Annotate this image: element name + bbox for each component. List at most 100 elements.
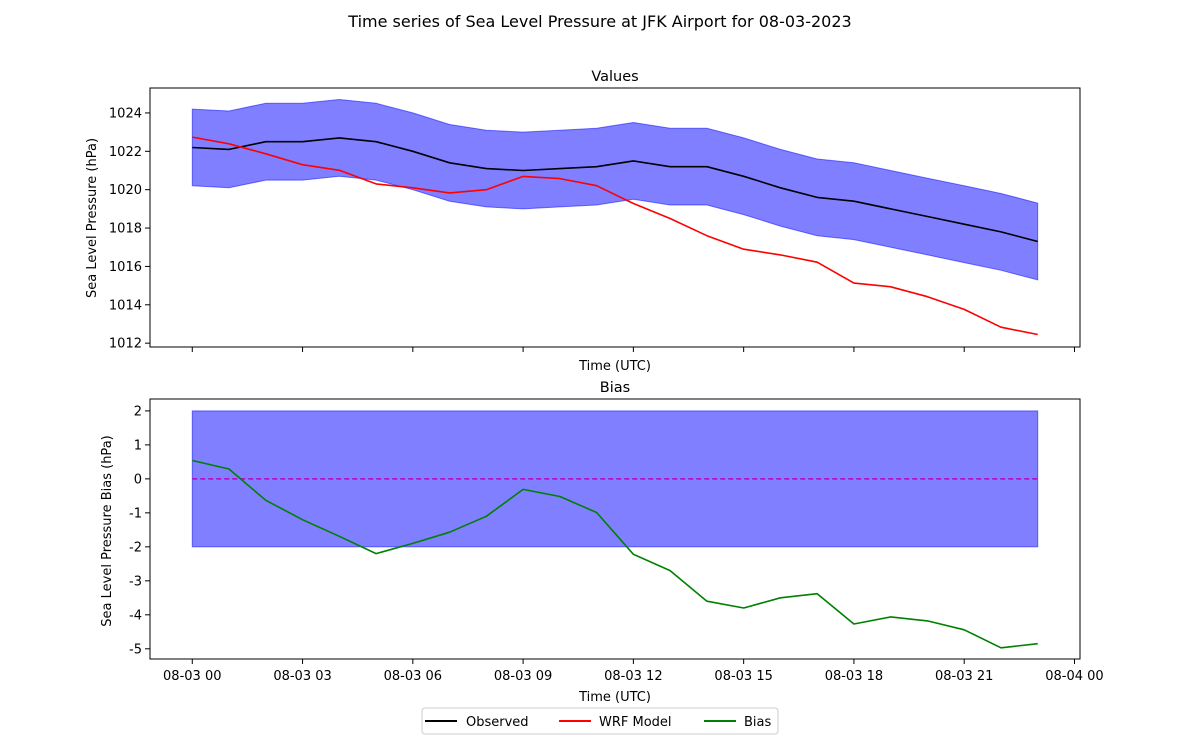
bias-point	[1037, 643, 1039, 645]
wrf-model-point	[890, 286, 892, 288]
wrf-model-point	[706, 235, 708, 237]
y-tick-label: 1020	[109, 183, 142, 198]
figure-suptitle: Time series of Sea Level Pressure at JFK…	[347, 12, 851, 31]
legend-observed-label: Observed	[466, 715, 529, 730]
bias-point	[926, 620, 928, 622]
values-band-layer	[191, 98, 1039, 281]
bias-point	[632, 553, 634, 555]
wrf-model-point	[448, 192, 450, 194]
observed-point	[1000, 231, 1002, 233]
observed-point	[412, 150, 414, 152]
y-tick-label: 1018	[109, 222, 142, 237]
y-tick-label: -5	[129, 642, 142, 657]
x-tick-label: 08-03 06	[384, 669, 442, 684]
y-tick-label: -2	[129, 540, 142, 555]
observed-series-line	[192, 137, 1038, 243]
bias-point	[191, 459, 193, 461]
wrf-model-point	[1000, 326, 1002, 328]
bias-plot-frame	[149, 398, 1081, 660]
x-tick-label: 08-03 21	[935, 669, 993, 684]
legend-wrf-label: WRF Model	[599, 715, 672, 730]
observed-point	[485, 167, 487, 169]
observed-point	[522, 169, 524, 171]
observed-point	[301, 141, 303, 143]
observed-point	[338, 137, 340, 139]
observed-point	[963, 223, 965, 225]
values-series-layer	[191, 136, 1039, 336]
x-tick-label: 08-03 12	[604, 669, 662, 684]
x-tick-label: 08-03 03	[273, 669, 331, 684]
wrf-model-point	[926, 296, 928, 298]
bias-point	[890, 616, 892, 618]
bias-point	[522, 488, 524, 490]
wrf-model-point	[191, 136, 193, 138]
wrf-model-point	[669, 217, 671, 219]
bias-x-axis: 08-03 00 08-03 03 08-03 06 08-03 09 08-03 12…	[163, 659, 1104, 684]
bias-point	[559, 495, 561, 497]
bias-point	[485, 515, 487, 517]
wrf-model-series-line	[192, 136, 1038, 336]
observed-uncertainty-band	[191, 98, 1039, 281]
bias-series-layer	[191, 459, 1039, 649]
wrf-model-point	[485, 189, 487, 191]
x-tick-label: 08-03 00	[163, 669, 221, 684]
observed-point	[816, 196, 818, 198]
observed-point	[1037, 240, 1039, 242]
bias-point	[448, 531, 450, 533]
values-panel: Values 1012 1014 1016 1018 1020 1022 1024 Time…	[85, 69, 1081, 374]
y-tick-label: 1014	[109, 298, 142, 313]
wrf-model-point	[963, 308, 965, 310]
observed-point	[191, 146, 193, 148]
y-tick-label: -3	[129, 574, 142, 589]
wrf-model-point	[779, 254, 781, 256]
observed-point	[595, 166, 597, 168]
y-tick-label: 0	[134, 472, 142, 487]
wrf-model-point	[816, 261, 818, 263]
observed-point	[853, 200, 855, 202]
bias-panel: Bias -5-4-3-2-1012 08-03 00 08-03 03 08-03…	[100, 380, 1104, 705]
observed-point	[265, 141, 267, 143]
y-tick-label: -4	[129, 608, 142, 623]
y-tick-label: 2	[134, 404, 142, 419]
x-tick-label: 08-03 15	[714, 669, 772, 684]
observed-point	[743, 175, 745, 177]
bias-point	[779, 597, 781, 599]
bias-point	[963, 629, 965, 631]
y-tick-label: 1024	[109, 106, 142, 121]
wrf-model-point	[743, 248, 745, 250]
x-tick-label: 08-03 18	[825, 669, 883, 684]
bias-point	[853, 623, 855, 625]
values-y-axis: 1012 1014 1016 1018 1020 1022 1024	[109, 106, 150, 352]
bias-point	[228, 468, 230, 470]
wrf-model-point	[522, 175, 524, 177]
y-tick-label: -1	[129, 506, 142, 521]
legend-frame	[421, 707, 779, 735]
wrf-model-point	[853, 282, 855, 284]
wrf-model-point	[559, 177, 561, 179]
wrf-model-point	[632, 202, 634, 204]
wrf-model-point	[228, 143, 230, 145]
observed-point	[890, 208, 892, 210]
y-tick-label: 1016	[109, 260, 142, 275]
observed-point	[779, 187, 781, 189]
legend-bias-label: Bias	[744, 715, 771, 730]
observed-point	[448, 162, 450, 164]
wrf-model-point	[1037, 333, 1039, 335]
bias-y-axis-label: Sea Level Pressure Bias (hPa)	[100, 435, 115, 626]
bias-point	[412, 542, 414, 544]
wrf-model-point	[301, 164, 303, 166]
y-tick-label: 1012	[109, 337, 142, 352]
observed-point	[669, 166, 671, 168]
bias-point	[338, 535, 340, 537]
x-tick-label: 08-03 09	[494, 669, 552, 684]
bias-x-axis-label: Time (UTC)	[578, 690, 651, 705]
bias-series-line	[192, 459, 1038, 649]
observed-point	[559, 167, 561, 169]
wrf-model-point	[265, 153, 267, 155]
observed-point	[926, 215, 928, 217]
observed-point	[375, 141, 377, 143]
x-tick-label: 08-04 00	[1045, 669, 1103, 684]
bias-point	[265, 499, 267, 501]
values-x-axis	[191, 347, 1075, 352]
